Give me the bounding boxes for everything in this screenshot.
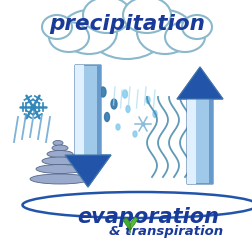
Polygon shape xyxy=(176,67,222,184)
Ellipse shape xyxy=(42,157,78,165)
Polygon shape xyxy=(186,99,195,184)
Ellipse shape xyxy=(61,10,116,54)
Ellipse shape xyxy=(115,124,119,130)
Ellipse shape xyxy=(122,0,170,33)
Ellipse shape xyxy=(53,141,63,145)
Ellipse shape xyxy=(122,90,127,98)
Ellipse shape xyxy=(100,87,106,97)
Polygon shape xyxy=(75,65,84,155)
Polygon shape xyxy=(65,155,111,187)
Ellipse shape xyxy=(36,165,84,173)
Ellipse shape xyxy=(83,0,131,33)
Ellipse shape xyxy=(181,15,211,39)
Ellipse shape xyxy=(137,10,192,54)
Ellipse shape xyxy=(30,174,90,184)
Ellipse shape xyxy=(85,0,168,59)
Ellipse shape xyxy=(42,15,72,39)
Ellipse shape xyxy=(125,106,130,112)
Text: evaporation: evaporation xyxy=(77,207,218,227)
Ellipse shape xyxy=(133,131,137,137)
Ellipse shape xyxy=(104,112,109,121)
Ellipse shape xyxy=(52,145,68,151)
Ellipse shape xyxy=(47,150,73,158)
Polygon shape xyxy=(130,217,137,230)
Polygon shape xyxy=(208,99,212,184)
Ellipse shape xyxy=(164,22,204,52)
Ellipse shape xyxy=(152,110,156,117)
Ellipse shape xyxy=(111,99,116,109)
Polygon shape xyxy=(65,65,111,187)
Ellipse shape xyxy=(145,97,149,104)
Polygon shape xyxy=(122,218,130,230)
Polygon shape xyxy=(97,65,101,155)
Polygon shape xyxy=(176,67,222,99)
Ellipse shape xyxy=(49,22,89,52)
Text: precipitation: precipitation xyxy=(49,14,204,34)
Text: & transpiration: & transpiration xyxy=(109,226,222,238)
